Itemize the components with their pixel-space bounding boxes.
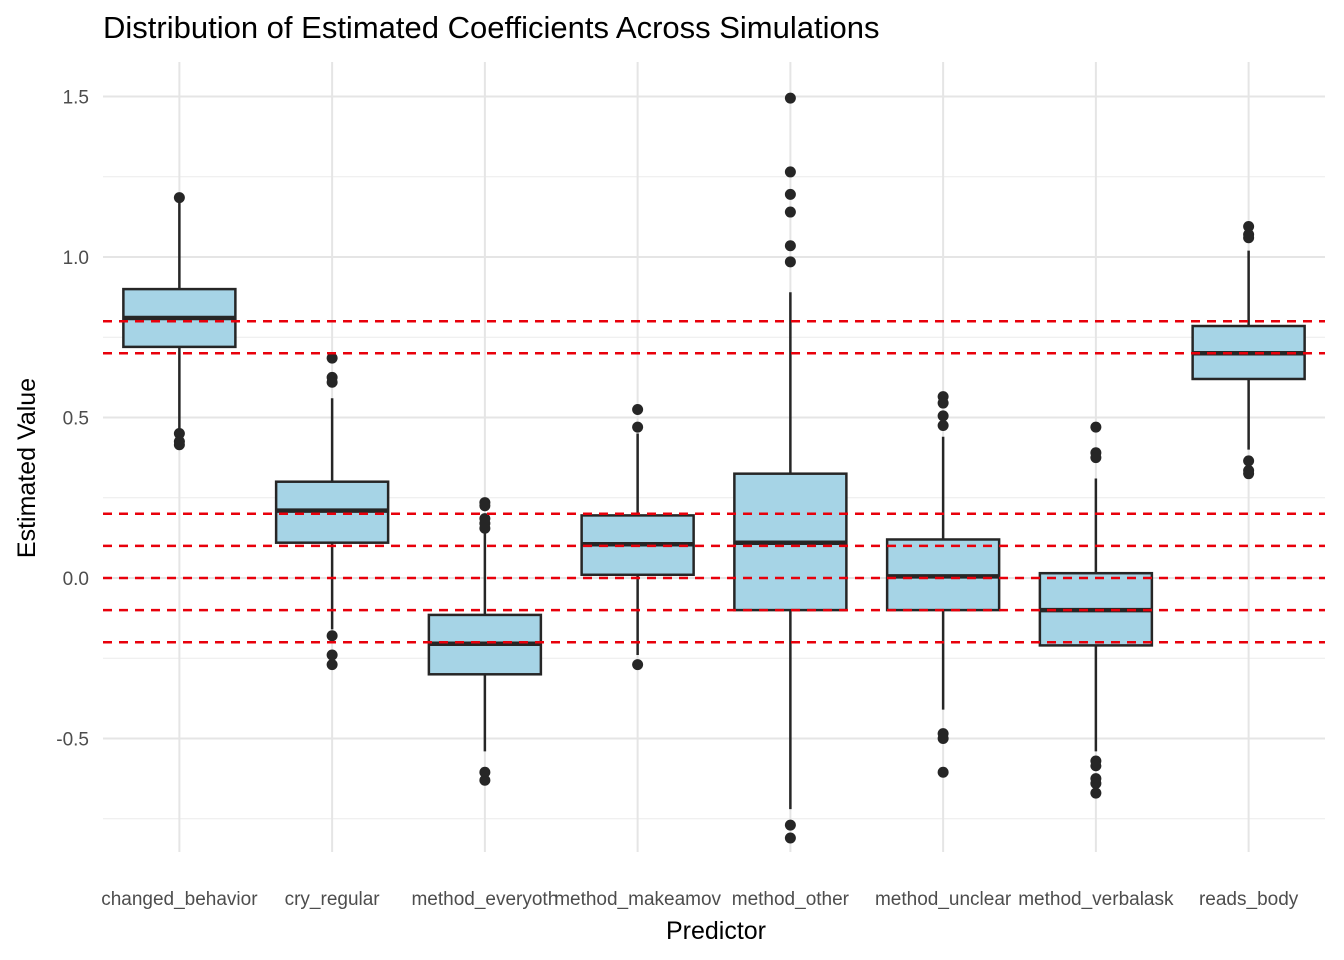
boxplots <box>122 92 1306 844</box>
outlier-point <box>1243 221 1255 233</box>
y-axis-title: Estimated Value <box>13 378 41 558</box>
y-tick-label: 0.0 <box>63 569 89 590</box>
x-tick-label: method_makeamov <box>554 889 721 910</box>
outlier-point <box>1090 760 1102 772</box>
axis-ticks: -0.5 0.0 0.5 1.0 1.5 changed_behavior cry_regu… <box>56 88 1299 911</box>
x-tick-label: method_everyoth <box>411 889 558 910</box>
outlier-point <box>1243 232 1255 244</box>
outlier-point <box>784 256 796 268</box>
outlier-point <box>632 659 644 671</box>
outlier-point <box>784 240 796 252</box>
box-method_unclear <box>885 391 1001 778</box>
box-method_makeamov <box>580 403 695 671</box>
outlier-point <box>479 766 491 778</box>
chart-title: Distribution of Estimated Coefficients A… <box>103 10 880 45</box>
outlier-point <box>937 766 949 778</box>
outlier-point <box>479 500 491 512</box>
x-tick-label: method_verbalask <box>1018 889 1174 910</box>
outlier-point <box>479 774 491 786</box>
y-tick-label: -0.5 <box>56 730 89 751</box>
outlier-point <box>1090 421 1102 433</box>
outlier-point <box>632 421 644 433</box>
grid-lines <box>103 62 1325 852</box>
x-tick-label: method_other <box>732 889 850 910</box>
box-changed_behavior <box>122 192 237 451</box>
outlier-point <box>784 92 796 104</box>
outlier-point <box>326 630 338 642</box>
outlier-point <box>784 166 796 178</box>
outlier-point <box>784 819 796 831</box>
outlier-point <box>1090 777 1102 789</box>
reference-lines <box>103 319 1325 644</box>
y-tick-label: 0.5 <box>63 409 89 430</box>
outlier-point <box>1090 452 1102 464</box>
outlier-point <box>784 206 796 218</box>
outlier-point <box>173 439 185 451</box>
box-method_other <box>733 92 848 844</box>
outlier-point <box>937 420 949 432</box>
x-tick-label: method_unclear <box>875 889 1012 910</box>
box-cry_regular <box>274 352 390 671</box>
x-tick-label: changed_behavior <box>101 889 258 910</box>
outlier-point <box>937 733 949 744</box>
x-tick-label: reads_body <box>1199 889 1299 910</box>
outlier-point <box>173 192 185 204</box>
box-reads_body <box>1191 221 1306 480</box>
outlier-point <box>326 649 338 661</box>
outlier-point <box>937 397 949 409</box>
x-axis-title: Predictor <box>666 917 766 945</box>
outlier-point <box>784 188 796 200</box>
outlier-point <box>326 352 338 364</box>
outlier-point <box>632 403 644 415</box>
outlier-point <box>937 410 949 422</box>
y-tick-label: 1.0 <box>63 248 89 269</box>
y-tick-label: 1.5 <box>63 88 89 109</box>
outlier-point <box>326 659 338 671</box>
outlier-point <box>1243 455 1255 467</box>
outlier-point <box>173 428 185 440</box>
outlier-point <box>1090 787 1102 799</box>
outlier-point <box>326 376 338 388</box>
box-method_everyoth <box>427 497 543 786</box>
outlier-point <box>479 522 491 534</box>
outlier-point <box>784 832 796 844</box>
outlier-point <box>1243 468 1255 480</box>
x-tick-label: cry_regular <box>285 889 381 910</box>
